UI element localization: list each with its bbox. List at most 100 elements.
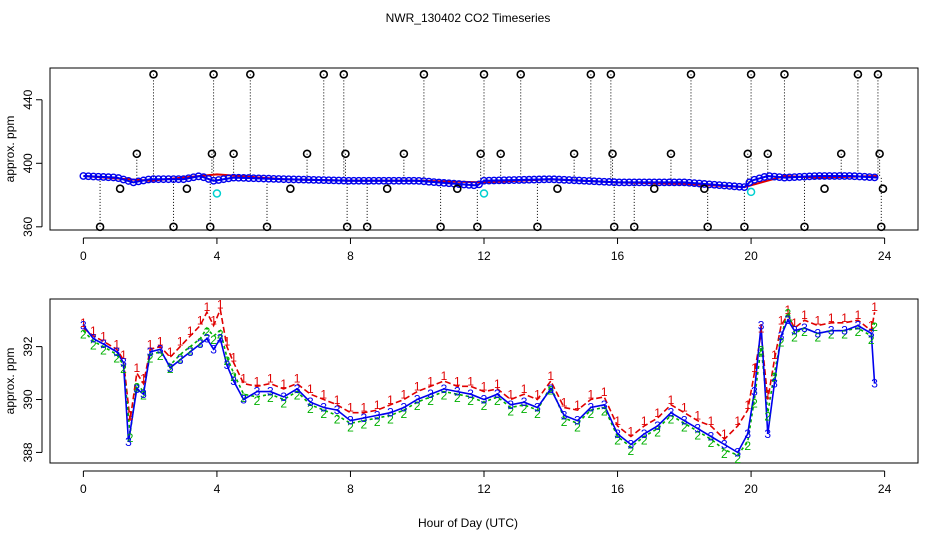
top-baseline-point [304, 175, 313, 184]
top-baseline-point [84, 172, 93, 181]
bottom-series-3-marker: 3 [167, 361, 174, 375]
bottom-series-2-marker: 2 [868, 333, 875, 347]
top-baseline-point [525, 175, 533, 184]
bottom-series-2-marker: 2 [694, 428, 701, 442]
top-baseline-point [815, 172, 824, 180]
top-minor-points-point [878, 184, 888, 194]
top-mid-spikes-point [666, 149, 676, 159]
bottom-series-2-marker: 2 [294, 389, 301, 403]
bottom-series-2-marker: 2 [187, 344, 194, 358]
top-baseline-point [660, 178, 669, 187]
top-baseline-point [865, 173, 874, 181]
top-baseline-point [835, 172, 844, 180]
bottom-series-3-marker: 3 [387, 406, 394, 420]
bottom-series-2-marker: 2 [254, 394, 261, 408]
bottom-series-2-marker: 2 [751, 397, 758, 411]
bottom-series-3-marker: 3 [197, 337, 204, 351]
top-mid-spikes-point [476, 149, 485, 159]
bottom-x-tick-label: 12 [477, 482, 491, 496]
bottom-series-3-marker: 3 [230, 374, 237, 388]
bottom-series-3-marker: 3 [751, 385, 758, 399]
top-x-tick-label: 16 [611, 249, 625, 263]
bottom-series-2-marker: 2 [614, 434, 621, 448]
bottom-y-tick-label: 392 [21, 336, 35, 356]
top-baseline-point [670, 178, 679, 187]
bottom-series-3-marker: 3 [100, 337, 107, 351]
top-baseline-point [605, 178, 614, 186]
figure-title: NWR_130402 CO2 Timeseries [386, 11, 551, 25]
bottom-x-tick-label: 20 [744, 482, 758, 496]
bottom-series-3-marker: 3 [177, 353, 184, 367]
bottom-series-2-marker: 2 [414, 399, 421, 413]
top-baseline-point [785, 173, 794, 182]
top-baseline-point [319, 176, 328, 185]
top-baseline-point [259, 174, 268, 183]
top-baseline-point [244, 174, 253, 182]
bottom-series-3-marker: 3 [547, 382, 554, 396]
bottom-series-3-marker: 3 [855, 318, 862, 332]
top-baseline-point [665, 178, 674, 187]
bottom-series-2-marker: 2 [230, 370, 237, 384]
bottom-series-1-marker: 1 [334, 393, 341, 407]
top-baseline-point [139, 176, 148, 185]
top-baseline-point [770, 172, 779, 181]
bottom-series-3-marker: 3 [140, 387, 147, 401]
top-baseline-point [860, 172, 869, 181]
top-baseline-point [470, 181, 478, 190]
bottom-series-2-marker: 2 [587, 407, 594, 421]
top-baseline-point [630, 178, 639, 187]
bottom-series-1-marker: 1 [574, 398, 581, 412]
bottom-series-2-marker: 2 [280, 397, 287, 411]
top-baseline-point [79, 172, 88, 180]
top-low-spikes-point [533, 222, 542, 232]
bottom-series-1-marker: 1 [177, 335, 184, 349]
top-minor-points-point [649, 184, 659, 194]
bottom-series-3-marker: 3 [133, 382, 140, 396]
bottom-series-2-marker: 2 [801, 325, 808, 339]
bottom-series-3-marker: 3 [681, 414, 688, 428]
top-high-spikes-point [209, 70, 218, 79]
top-minor-points-point [115, 184, 125, 194]
bottom-series-2-marker: 2 [871, 320, 878, 334]
bottom-series-3-marker: 3 [841, 324, 848, 338]
top-high-spikes-point [873, 70, 883, 79]
top-baseline-point [254, 174, 263, 183]
bottom-series-3-marker: 3 [147, 345, 154, 359]
top-low-spikes-point [876, 222, 886, 232]
top-mid-spikes-point [207, 149, 217, 159]
bottom-series-3-marker: 3 [628, 437, 635, 451]
bottom-series-1-marker: 1 [230, 350, 237, 364]
bottom-series-3-marker: 3 [347, 414, 354, 428]
bottom-series-1-marker: 1 [441, 369, 448, 383]
top-baseline-point [595, 177, 604, 186]
top-mid-spikes-point [875, 149, 884, 159]
top-baseline-point [214, 176, 223, 184]
top-baseline-point [369, 176, 378, 185]
top-baseline-point [730, 182, 739, 191]
top-baseline-point [555, 175, 564, 184]
top-baseline-point [124, 177, 133, 185]
bottom-series-3-marker: 3 [125, 435, 132, 449]
bottom-series-1-marker: 1 [614, 414, 621, 428]
top-baseline-point [500, 176, 508, 185]
top-baseline-point [790, 173, 799, 182]
bottom-series-2-marker: 2 [320, 407, 327, 421]
top-cyan-point [746, 187, 756, 197]
bottom-series-1-marker: 1 [100, 329, 107, 343]
bottom-series-2-marker: 2 [547, 383, 554, 397]
top-baseline-point [119, 175, 128, 184]
top-mid-spikes-point [302, 149, 312, 159]
top-low-spikes-point [800, 222, 809, 232]
top-baseline-point [169, 175, 178, 184]
top-cyan-point [479, 189, 489, 198]
top-baseline-point [420, 177, 428, 186]
bottom-series-2-marker: 2 [467, 394, 474, 408]
bottom-series-2-marker: 2 [654, 426, 661, 440]
top-low-spikes-point [703, 222, 712, 232]
top-baseline-point [384, 176, 393, 185]
bottom-series-1-marker: 1 [80, 316, 87, 330]
top-x-tick-label: 24 [878, 249, 892, 263]
top-baseline-point [755, 174, 764, 183]
bottom-series-3-marker: 3 [187, 345, 194, 359]
